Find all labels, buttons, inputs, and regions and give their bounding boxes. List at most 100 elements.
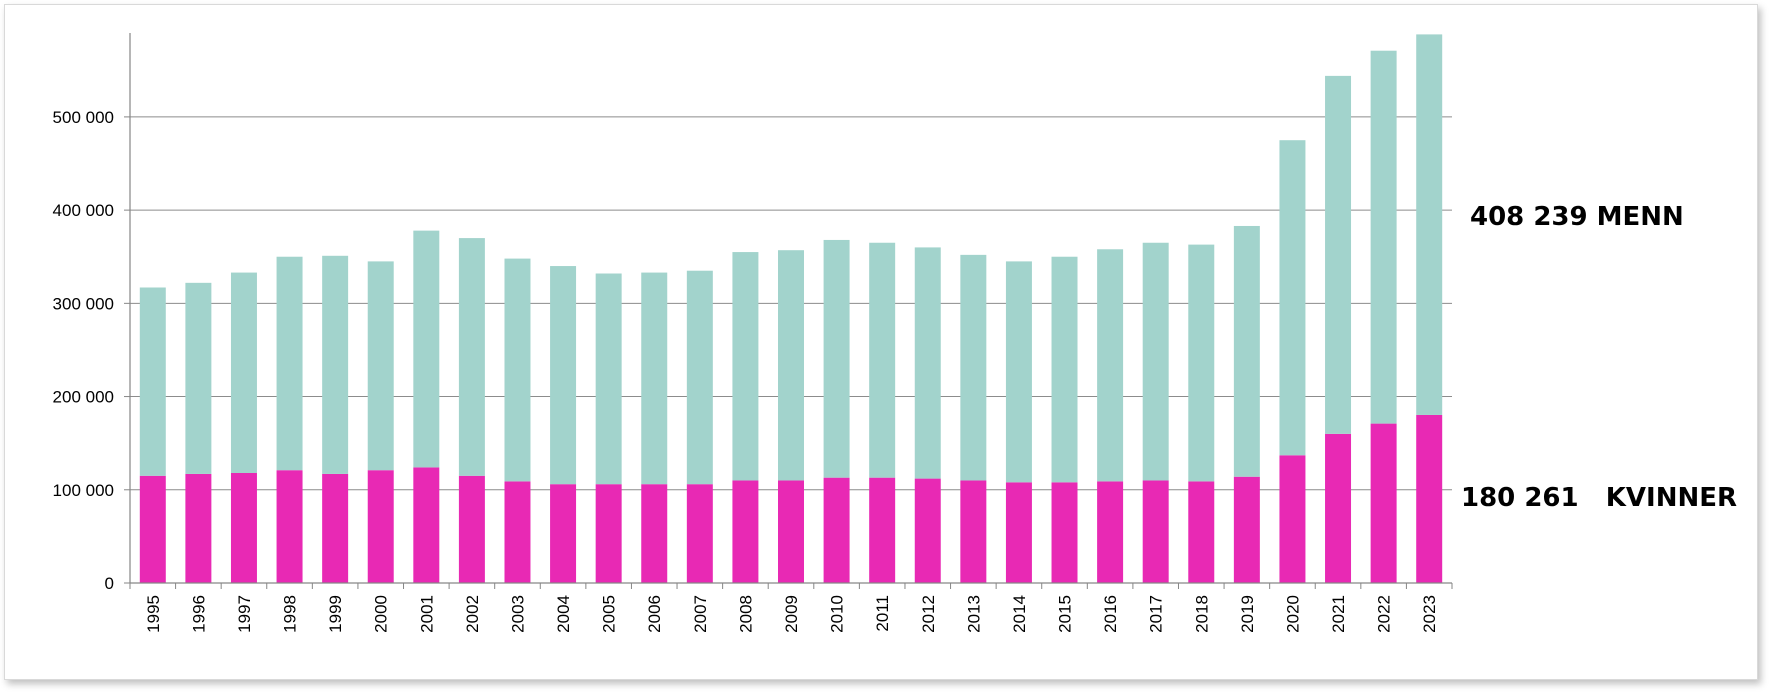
bar-kvinner-2004 [550,484,577,583]
x-tick-label: 1998 [281,595,300,633]
x-tick-label: 2002 [463,595,482,633]
x-tick-label: 2022 [1375,595,1394,633]
bar-menn-2008 [732,252,759,481]
annotation-kvinner: 180 261 KVINNER [1461,483,1737,513]
bar-menn-2011 [869,242,896,478]
bar-kvinner-1995 [139,475,166,583]
bar-menn-1995 [139,287,166,476]
bar-menn-2017 [1142,242,1169,481]
bar-kvinner-2013 [960,480,987,583]
x-tick-label: 2021 [1329,595,1348,633]
bar-menn-2004 [550,266,577,485]
x-tick-label: 2017 [1147,595,1166,633]
bar-menn-2005 [595,273,622,485]
bar-kvinner-2017 [1142,480,1169,583]
y-tick-label: 400 000 [53,201,114,220]
bar-kvinner-2003 [504,481,531,583]
bar-menn-2001 [413,230,440,468]
bar-menn-2020 [1279,140,1306,456]
x-tick-label: 1997 [235,595,254,633]
y-tick-label: 300 000 [53,294,114,313]
bar-kvinner-2001 [413,467,440,583]
x-tick-label: 2012 [919,595,938,633]
bar-kvinner-2005 [595,484,622,583]
y-tick-label: 200 000 [53,388,114,407]
x-tick-label: 2010 [828,595,847,633]
bar-menn-2007 [686,270,713,485]
bar-menn-2012 [914,247,941,479]
x-tick-label: 2001 [417,595,436,633]
bar-menn-2013 [960,254,987,481]
bar-kvinner-1997 [230,473,257,583]
x-tick-label: 1999 [326,595,345,633]
y-axis-tick-labels: 0 100 000 200 000 300 000 400 000 500 000 [53,108,114,593]
x-tick-label: 2020 [1283,595,1302,633]
bar-kvinner-2002 [458,475,485,583]
bar-kvinner-2023 [1416,414,1443,583]
bar-menn-1998 [276,256,303,471]
bar-menn-2003 [504,258,531,482]
bar-menn-1999 [322,255,349,474]
x-tick-label: 2018 [1192,595,1211,633]
x-tick-label: 2008 [736,595,755,633]
x-tick-label: 2004 [554,595,573,633]
x-tick-label: 2015 [1056,595,1075,633]
bar-kvinner-2000 [367,470,394,583]
bar-kvinner-2014 [1005,482,1032,583]
x-tick-label: 2023 [1420,595,1439,633]
bar-kvinner-2022 [1370,423,1397,583]
annotation-menn: 408 239 MENN [1470,202,1684,232]
bar-menn-2015 [1051,256,1078,483]
bar-kvinner-2011 [869,477,896,583]
bar-kvinner-2009 [778,480,804,583]
bar-kvinner-2008 [732,480,759,583]
x-tick-label: 2014 [1010,595,1029,633]
x-tick-label: 2006 [645,595,664,633]
y-tick-label: 0 [105,574,114,593]
bar-menn-2000 [367,261,394,471]
x-tick-label: 2005 [600,595,619,633]
bar-kvinner-2006 [641,484,668,583]
bar-menn-2019 [1233,225,1260,477]
bar-kvinner-2021 [1325,433,1352,583]
bar-menn-1997 [230,272,257,473]
bar-kvinner-2019 [1233,476,1260,583]
bar-kvinner-2007 [686,484,713,583]
bar-menn-2014 [1005,261,1032,483]
x-tick-label: 2000 [372,595,391,633]
bar-kvinner-1999 [322,473,349,583]
x-tick-label: 2013 [964,595,983,633]
bar-menn-2010 [823,239,850,478]
bar-kvinner-2018 [1188,481,1215,583]
bar-menn-2021 [1325,75,1352,434]
bar-menn-2018 [1188,244,1215,482]
bar-menn-2016 [1097,249,1124,482]
bars [139,34,1443,583]
x-tick-label: 2003 [508,595,527,633]
bar-menn-1996 [185,282,212,474]
bar-kvinner-2012 [914,478,941,583]
bar-menn-2009 [778,250,804,481]
bar-menn-2002 [458,238,485,476]
x-tick-label: 2011 [873,595,892,632]
bar-menn-2023 [1416,34,1443,415]
bar-kvinner-2020 [1279,455,1306,583]
bar-kvinner-2010 [823,477,850,583]
bar-kvinner-1996 [185,473,212,583]
x-tick-label: 2007 [691,595,710,633]
x-tick-label: 2019 [1238,595,1257,633]
x-tick-label: 1995 [144,595,163,633]
bar-menn-2006 [641,272,668,485]
bar-menn-2022 [1370,50,1397,424]
axes [129,33,1452,584]
bar-kvinner-2016 [1097,481,1124,583]
x-axis-tick-labels: 1995 1996 1997 1998 1999 2000 2001 2002 2003 2004… [129,583,1453,633]
bar-kvinner-1998 [276,470,303,583]
y-tick-label: 500 000 [53,108,114,127]
bar-kvinner-2015 [1051,482,1078,583]
x-tick-label: 2016 [1101,595,1120,633]
x-tick-label: 1996 [189,595,208,633]
x-tick-label: 2009 [782,595,801,633]
y-tick-label: 100 000 [53,481,114,500]
